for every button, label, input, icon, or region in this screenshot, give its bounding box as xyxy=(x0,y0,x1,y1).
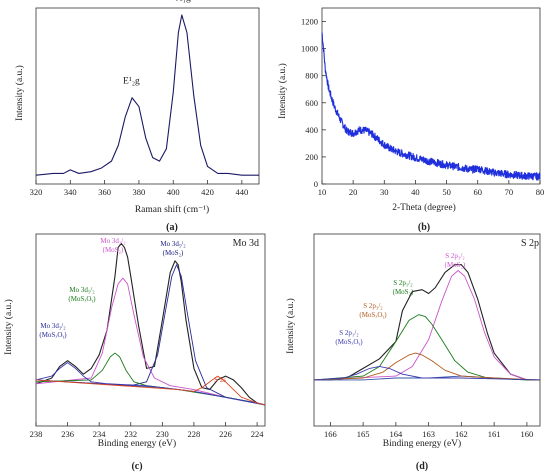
panel-d-annotation: S 2p₃/₂ xyxy=(445,252,465,260)
panel-d-xtick-label: 162 xyxy=(455,429,468,439)
panel-b-caption: (b) xyxy=(418,222,430,233)
panel-d-annotation-sub: (MoSₓOᵧ) xyxy=(359,311,387,319)
panel-d-annotation-sub: (MoS₂) xyxy=(445,261,466,269)
panel-d-series-line xyxy=(313,270,540,381)
panel-d-tag: S 2p xyxy=(521,238,539,249)
panel-a-ylabel: Intensity (a.u.) xyxy=(14,65,25,121)
panel-d-annotation-sub: (MoSₓOᵧ) xyxy=(335,338,363,346)
panel-c-series-line xyxy=(35,362,266,406)
panel-c-annotation-sub: (MoS₂) xyxy=(163,249,184,257)
panel-c-ylabel: Intensity (a.u.) xyxy=(3,299,14,355)
panel-b-xtick-label: 60 xyxy=(473,187,482,197)
panel-b-ytick-label: 400 xyxy=(305,125,318,135)
panel-b-ytick-label: 0 xyxy=(314,179,318,189)
panel-d-caption: (d) xyxy=(416,461,428,472)
panel-a-plot: 320 340 360 380 400 420 440 E¹₂g A₁g xyxy=(30,0,260,197)
panel-c-caption: (c) xyxy=(131,461,142,472)
panel-d-annotation: S 2p₁/₂ xyxy=(339,329,359,337)
panel-d-annotation: S 2p₁/₂ xyxy=(393,279,413,287)
panel-a-frame xyxy=(35,7,260,185)
panel-c-annotation-sub: (MoSₓOᵧ) xyxy=(68,295,96,303)
panel-b-ylabel: Intensity (a.u.) xyxy=(277,63,288,119)
panel-d-xtick-label: 165 xyxy=(357,429,370,439)
panel-d-xtick-label: 161 xyxy=(488,429,501,439)
panel-a: 320 340 360 380 400 420 440 E¹₂g A₁g Raman shift… xyxy=(14,0,260,233)
panel-c-xtick-label: 224 xyxy=(251,429,265,439)
panel-c-annotation-sub: (MoS₂) xyxy=(103,246,124,254)
panel-b-xtick-label: 20 xyxy=(349,187,358,197)
panel-c-annotation: Mo 3d₃/₂ xyxy=(100,237,126,245)
panel-a-xtick-label: 420 xyxy=(201,187,214,197)
panel-c-annotation: Mo 3d₅/₂ xyxy=(69,286,95,294)
panel-c-annotation: Mo 3d₅/₂ xyxy=(160,240,186,248)
panel-c-series-line xyxy=(35,264,266,406)
panel-b-xtick-label: 50 xyxy=(442,187,451,197)
panel-a-xtick-label: 400 xyxy=(167,187,180,197)
panel-d-annotation: S 2p₃/₂ xyxy=(363,302,383,310)
panel-b-ytick-label: 1200 xyxy=(301,17,318,27)
panel-b-xtick-label: 70 xyxy=(505,187,514,197)
panel-b-frame xyxy=(321,7,541,185)
panel-d-annotation-sub: (MoS₂) xyxy=(393,288,414,296)
panel-d-xtick-label: 163 xyxy=(422,429,435,439)
panel-c-xtick-label: 236 xyxy=(61,429,74,439)
panel-a-xtick-label: 320 xyxy=(30,187,43,197)
panel-a-xtick-label: 340 xyxy=(64,187,77,197)
panel-a-caption: (a) xyxy=(166,222,178,233)
panel-a-peak-label: A₁g xyxy=(176,0,191,4)
panel-c-xtick-label: 232 xyxy=(124,429,137,439)
panel-d-series-line xyxy=(313,366,541,381)
panel-d-xlabel: Binding energy (eV) xyxy=(383,438,461,449)
panel-b-ytick-label: 600 xyxy=(305,98,318,108)
panel-c-xtick-label: 238 xyxy=(30,429,43,439)
panel-d-series-line xyxy=(314,264,540,381)
panel-a-xtick-label: 440 xyxy=(235,187,248,197)
panel-d-xtick-label: 160 xyxy=(521,429,534,439)
panel-b-ytick-label: 1000 xyxy=(301,44,318,54)
panel-d-series-line xyxy=(313,352,541,381)
panel-d-xtick-label: 166 xyxy=(324,429,337,439)
panel-a-xlabel: Raman shift (cm⁻¹) xyxy=(135,204,209,215)
panel-c-annotation: S 2s xyxy=(214,376,226,384)
panel-c-series-line xyxy=(35,277,266,406)
panel-b-ytick-label: 800 xyxy=(305,71,318,81)
panel-b-series-line xyxy=(321,32,541,181)
panel-c-xtick-label: 230 xyxy=(156,429,169,439)
panel-b-ytick-label: 200 xyxy=(305,152,318,162)
panel-b-xtick-label: 80 xyxy=(536,187,545,197)
panel-b-xtick-label: 30 xyxy=(380,187,389,197)
panel-b-xlabel: 2-Theta (degree) xyxy=(392,202,456,213)
panel-c-xtick-label: 226 xyxy=(219,429,232,439)
panel-a-series-line xyxy=(35,14,259,176)
panel-c-xtick-label: 228 xyxy=(188,429,201,439)
panel-d-frame xyxy=(313,233,541,427)
panel-c-xlabel: Binding energy (eV) xyxy=(98,438,176,449)
panel-c-series-line xyxy=(35,379,266,406)
panel-c-annotation-sub: (MoSₓOᵧ) xyxy=(39,331,67,339)
panel-c-series-line xyxy=(35,375,266,406)
panel-c-annotation: Mo 3d₃/₂ xyxy=(40,322,66,330)
panel-c-frame xyxy=(35,233,266,427)
panel-c-series-line xyxy=(35,243,266,406)
panel-d-ylabel: Intensity (a.u.) xyxy=(285,298,296,354)
panel-b-xtick-label: 10 xyxy=(318,187,327,197)
panel-d-xtick-label: 164 xyxy=(390,429,404,439)
panel-c-tag: Mo 3d xyxy=(233,238,259,249)
panel-a-xtick-label: 380 xyxy=(133,187,146,197)
panel-a-xtick-label: 360 xyxy=(98,187,111,197)
panel-c-xtick-label: 234 xyxy=(93,429,107,439)
panel-a-peak-label: E¹₂g xyxy=(123,77,140,87)
panel-b-xtick-label: 40 xyxy=(411,187,420,197)
